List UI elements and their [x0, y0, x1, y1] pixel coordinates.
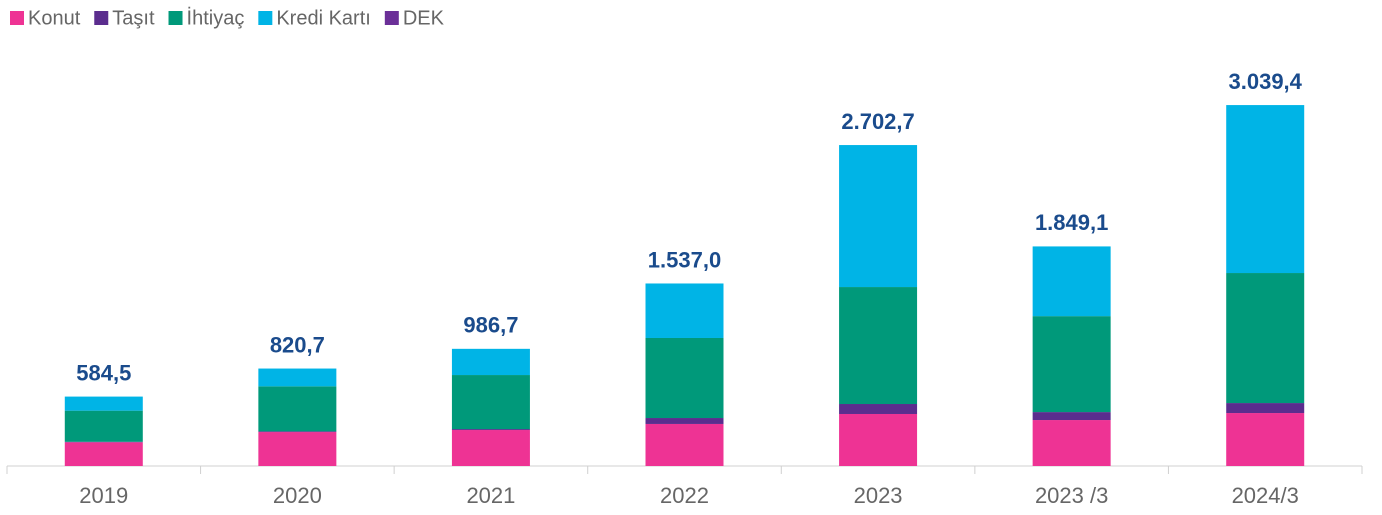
bar-segment	[1032, 246, 1111, 317]
total-label: 1.849,1	[1035, 210, 1108, 235]
bar-segment	[258, 368, 337, 387]
total-label: 986,7	[463, 313, 518, 338]
x-tick-label: 2023 /3	[1035, 483, 1108, 508]
x-tick-label: 2021	[466, 483, 515, 508]
bar-segment	[451, 429, 530, 431]
total-label: 584,5	[76, 360, 131, 385]
bar-segment	[1032, 420, 1111, 466]
bar-segment	[839, 404, 918, 414]
total-label: 1.537,0	[648, 247, 721, 272]
bar-segment	[451, 375, 530, 430]
legend-label: İhtiyaç	[187, 6, 245, 29]
legend-label: Konut	[28, 7, 81, 29]
bar-segment	[645, 337, 724, 419]
legend-swatch	[168, 11, 183, 25]
bar-segment	[451, 348, 530, 376]
total-label: 3.039,4	[1229, 69, 1303, 94]
bar-segment	[1226, 403, 1305, 414]
bar-segment	[1226, 413, 1305, 466]
legend-swatch	[10, 11, 24, 25]
x-tick-label: 2019	[79, 483, 128, 508]
bar-segment	[1032, 316, 1111, 413]
legend-label: Kredi Kartı	[276, 7, 370, 29]
bar-segment	[1032, 412, 1111, 421]
bar-segment	[1226, 273, 1305, 404]
bar-segment	[64, 410, 143, 442]
bar-segment	[645, 283, 724, 338]
legend-swatch	[258, 11, 273, 25]
legend-label: DEK	[403, 7, 445, 29]
total-label: 820,7	[270, 332, 325, 357]
bar-segment	[645, 418, 724, 424]
legend-label: Taşıt	[112, 7, 155, 29]
bar-segment	[258, 431, 337, 433]
bar-segment	[64, 396, 143, 411]
bar-segment	[839, 287, 918, 405]
bar-segment	[1226, 105, 1305, 274]
x-tick-label: 2024/3	[1232, 483, 1299, 508]
x-tick-label: 2020	[273, 483, 322, 508]
bar-segment	[839, 413, 918, 466]
bar-segment	[258, 432, 337, 466]
legend-swatch	[94, 11, 109, 25]
bar-segment	[839, 145, 918, 288]
x-tick-label: 2023	[854, 483, 903, 508]
bar-segment	[645, 423, 724, 466]
bar-segment	[451, 430, 530, 466]
bar-segment	[64, 442, 143, 466]
x-tick-label: 2022	[660, 483, 709, 508]
total-label: 2.702,7	[841, 109, 914, 134]
legend-swatch	[384, 11, 399, 25]
bar-segment	[258, 386, 337, 432]
